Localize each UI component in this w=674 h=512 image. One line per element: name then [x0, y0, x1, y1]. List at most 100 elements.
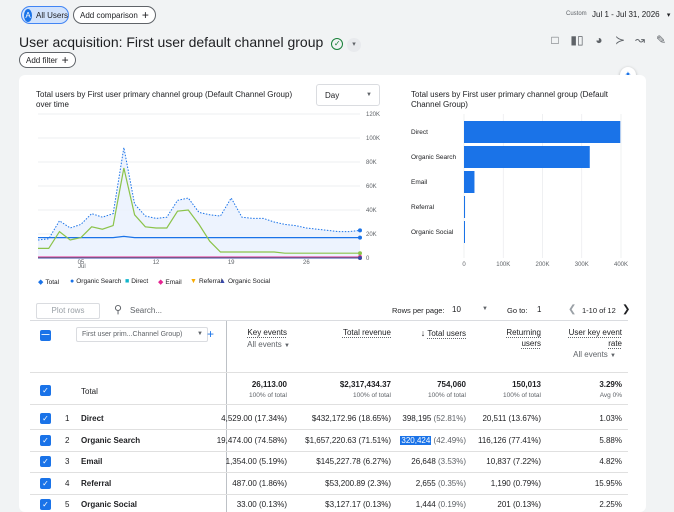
bar — [464, 121, 621, 143]
series-end-marker — [358, 228, 362, 233]
column-separator — [226, 321, 227, 512]
search-icon: ⚲ — [114, 304, 123, 316]
bar-category-label: Organic Search — [411, 154, 457, 161]
caret-down-icon: ▼ — [284, 343, 290, 349]
table-search-input[interactable]: Search... — [130, 306, 163, 315]
line-chart-title: Total users by First user primary channe… — [36, 90, 293, 109]
legend-triangle-up-icon: ▲ — [219, 278, 226, 285]
bar-category-label: Organic Social — [411, 229, 454, 236]
divider — [30, 472, 628, 473]
date-range-picker[interactable]: Jul 1 - Jul 31, 2026 ▾ — [592, 10, 670, 19]
x-tick-label: 100K — [496, 262, 510, 268]
prev-page-icon[interactable]: ❮ — [568, 304, 577, 315]
x-tick-label: 300K — [575, 262, 589, 268]
notes-icon[interactable]: □ — [551, 33, 559, 47]
x-tick-label: 12 — [153, 260, 160, 266]
segment-avatar: A — [24, 8, 32, 22]
row-channel-name: Direct — [81, 414, 104, 423]
insights-icon[interactable]: ◕ — [595, 33, 603, 47]
row-users-value: 2,655 — [415, 479, 436, 488]
custom-label: Custom — [566, 11, 587, 17]
key-events-filter[interactable]: All events ▼ — [247, 340, 290, 349]
row-returning: 10,837 (7.22%) — [486, 457, 541, 466]
granularity-select[interactable]: Day ▼ — [316, 84, 380, 106]
row-checkbox[interactable]: ✓ — [40, 456, 51, 467]
legend-item[interactable]: ▼ Referral — [190, 278, 222, 285]
legend-item[interactable]: ◆ Total — [38, 278, 59, 287]
rate-filter[interactable]: All events ▼ — [573, 350, 616, 359]
col-header-returning-users[interactable]: Returning users — [506, 328, 541, 348]
row-checkbox[interactable]: ✓ — [40, 478, 51, 489]
title-dropdown-button[interactable]: ▾ — [347, 38, 362, 52]
compare-columns-icon[interactable]: ▮▯ — [570, 33, 584, 47]
select-all-checkbox[interactable]: — — [40, 330, 51, 341]
row-total-users: 1,444 (0.19%) — [416, 500, 466, 509]
bar-category-label: Direct — [411, 129, 428, 136]
row-checkbox[interactable]: ✓ — [40, 435, 51, 446]
legend-item[interactable]: ▲ Organic Social — [219, 278, 270, 285]
divider — [30, 494, 628, 495]
col-header-key-events[interactable]: Key events — [247, 328, 287, 337]
add-dimension-icon[interactable]: + — [207, 327, 215, 341]
total-label: Total — [81, 387, 98, 396]
legend-item[interactable]: ◆ Email — [158, 278, 182, 287]
row-checkbox[interactable]: ✓ — [40, 413, 51, 424]
dimension-select[interactable]: First user prim...Channel Group) ▼ — [76, 327, 208, 342]
caret-down-icon: ▼ — [366, 92, 372, 98]
caret-down-icon: ▼ — [197, 331, 203, 337]
row-revenue: $53,200.89 (2.3%) — [325, 479, 391, 488]
legend-item[interactable]: ● Organic Search — [70, 278, 121, 285]
row-revenue: $1,657,220.63 (71.51%) — [305, 436, 391, 445]
share-icon[interactable]: ≻ — [614, 33, 626, 47]
row-key-events: 33.00 (0.13%) — [236, 500, 287, 509]
granularity-value: Day — [325, 91, 340, 100]
legend-item[interactable]: ■ Direct — [125, 278, 148, 285]
row-users-value: 398,195 — [402, 414, 432, 423]
goto-label: Go to: — [507, 306, 528, 315]
trend-icon[interactable]: ↝ — [634, 33, 646, 47]
date-range-text: Jul 1 - Jul 31, 2026 — [592, 10, 660, 19]
legend-diamond-icon: ◆ — [38, 279, 44, 286]
bar-category-label: Referral — [411, 204, 435, 211]
total-key-events-sub: 100% of total — [249, 392, 287, 399]
row-rate: 2.25% — [599, 500, 622, 509]
row-number: 4 — [65, 479, 70, 488]
add-filter-button[interactable]: Add filter + — [19, 52, 76, 68]
series-end-marker — [358, 235, 362, 240]
add-comparison-button[interactable]: Add comparison + — [73, 6, 156, 24]
total-revenue-sub: 100% of total — [353, 392, 391, 399]
total-checkbox[interactable]: ✓ — [40, 385, 51, 396]
goto-input[interactable]: 1 — [537, 305, 542, 314]
x-tick-label: 200K — [535, 262, 549, 268]
row-checkbox[interactable]: ✓ — [40, 499, 51, 510]
x-month-label: Jul — [78, 264, 86, 270]
row-rate: 15.95% — [594, 479, 622, 488]
x-tick-label: 26 — [303, 260, 310, 266]
row-number: 3 — [65, 457, 70, 466]
col-header-total-revenue[interactable]: Total revenue — [342, 328, 391, 337]
plot-rows-button[interactable]: Plot rows — [36, 303, 100, 319]
col-header-total-users[interactable]: ↓ Total users — [420, 328, 466, 338]
bar-chart-title: Total users by First user primary channe… — [411, 90, 608, 109]
next-page-icon[interactable]: ❯ — [622, 304, 631, 315]
row-users-pct: (0.19%) — [435, 500, 466, 509]
row-channel-name: Organic Social — [81, 500, 138, 509]
rows-per-page-select[interactable]: 10 ▼ — [452, 305, 488, 314]
row-returning: 201 (0.13%) — [497, 500, 541, 509]
y-tick-label: 20K — [366, 232, 377, 238]
legend-square-icon: ■ — [125, 278, 130, 285]
page-info: 1-10 of 12 — [582, 306, 616, 315]
edit-pencil-icon[interactable]: ✎ — [655, 33, 667, 47]
x-tick-label: 05 — [78, 260, 85, 266]
row-channel-name: Email — [81, 457, 103, 466]
sort-desc-icon: ↓ — [420, 328, 426, 338]
legend-label: Referral — [198, 278, 223, 285]
x-tick-label: 0 — [462, 262, 466, 268]
segment-chip-all-users[interactable]: A All Users — [21, 6, 69, 24]
legend-diamond-icon: ◆ — [158, 279, 164, 286]
row-number: 5 — [65, 500, 70, 509]
plus-icon: + — [141, 8, 149, 22]
col-header-user-key-event-rate[interactable]: User key event rate — [568, 328, 622, 348]
